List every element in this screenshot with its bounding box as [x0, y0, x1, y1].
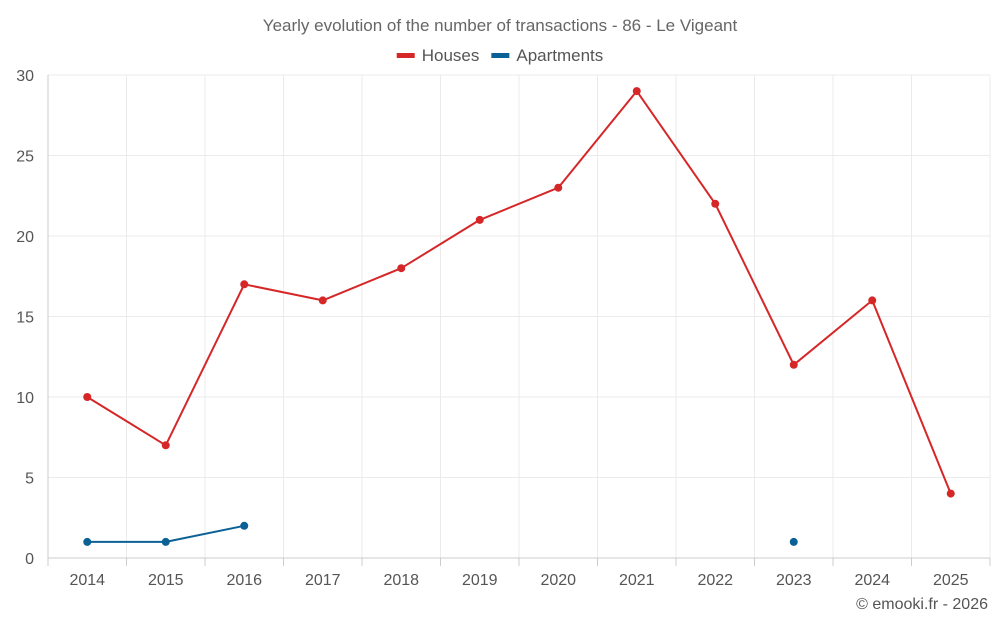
x-tick-label: 2018: [383, 572, 419, 589]
x-tick-label: 2024: [854, 572, 890, 589]
legend-label-apartments: Apartments: [516, 46, 603, 65]
x-tick-label: 2022: [697, 572, 733, 589]
data-point-apartments[interactable]: [789, 537, 798, 546]
data-point-apartments[interactable]: [240, 521, 249, 530]
data-point-houses[interactable]: [554, 183, 563, 192]
legend: Houses Apartments: [396, 46, 603, 65]
data-point-houses[interactable]: [83, 393, 92, 401]
series-line-houses: [86, 90, 952, 494]
y-tick-label: 10: [16, 390, 34, 407]
x-tick-label: 2017: [305, 572, 341, 589]
legend-item-houses[interactable]: Houses: [396, 46, 480, 65]
legend-swatch-houses: [396, 53, 415, 58]
x-axis: 2014 2015 2016 2017 2018 2019 2020 2021 2022 2023…: [47, 557, 991, 589]
chart-credit: © emooki.fr - 2026: [856, 596, 988, 613]
y-axis: 0 5 10 15 20 25 30: [16, 68, 49, 568]
data-point-houses[interactable]: [946, 489, 955, 498]
data-point-houses[interactable]: [240, 280, 249, 289]
x-tick-label: 2015: [148, 572, 184, 589]
x-tick-label: 2025: [933, 572, 969, 589]
data-point-apartments[interactable]: [161, 537, 170, 546]
y-tick-label: 25: [16, 149, 34, 166]
x-tick-label: 2019: [462, 572, 498, 589]
x-tick-label: 2020: [540, 572, 576, 589]
legend-item-apartments[interactable]: Apartments: [491, 46, 603, 65]
series-houses: [83, 87, 955, 498]
chart-title: Yearly evolution of the number of transa…: [263, 16, 738, 35]
x-tick-label: 2021: [619, 572, 655, 589]
y-tick-label: 0: [25, 551, 34, 568]
data-point-houses[interactable]: [318, 296, 327, 305]
data-point-houses[interactable]: [868, 296, 877, 305]
series-apartments: [83, 521, 798, 546]
data-point-houses[interactable]: [475, 215, 484, 224]
y-tick-label: 30: [16, 68, 34, 85]
data-point-houses[interactable]: [632, 87, 641, 96]
y-tick-label: 20: [16, 229, 34, 246]
series-layer: [83, 87, 955, 546]
y-tick-label: 15: [16, 310, 34, 327]
x-tick-label: 2023: [776, 572, 812, 589]
y-tick-label: 5: [25, 471, 34, 488]
data-point-houses[interactable]: [711, 199, 720, 208]
data-point-apartments[interactable]: [83, 537, 92, 546]
data-point-houses[interactable]: [397, 264, 406, 273]
x-tick-label: 2014: [69, 572, 105, 589]
data-point-houses[interactable]: [161, 441, 170, 450]
legend-label-houses: Houses: [422, 46, 480, 65]
legend-swatch-apartments: [491, 53, 510, 58]
data-point-houses[interactable]: [789, 360, 798, 369]
grid: [47, 74, 991, 558]
x-tick-label: 2016: [226, 572, 262, 589]
